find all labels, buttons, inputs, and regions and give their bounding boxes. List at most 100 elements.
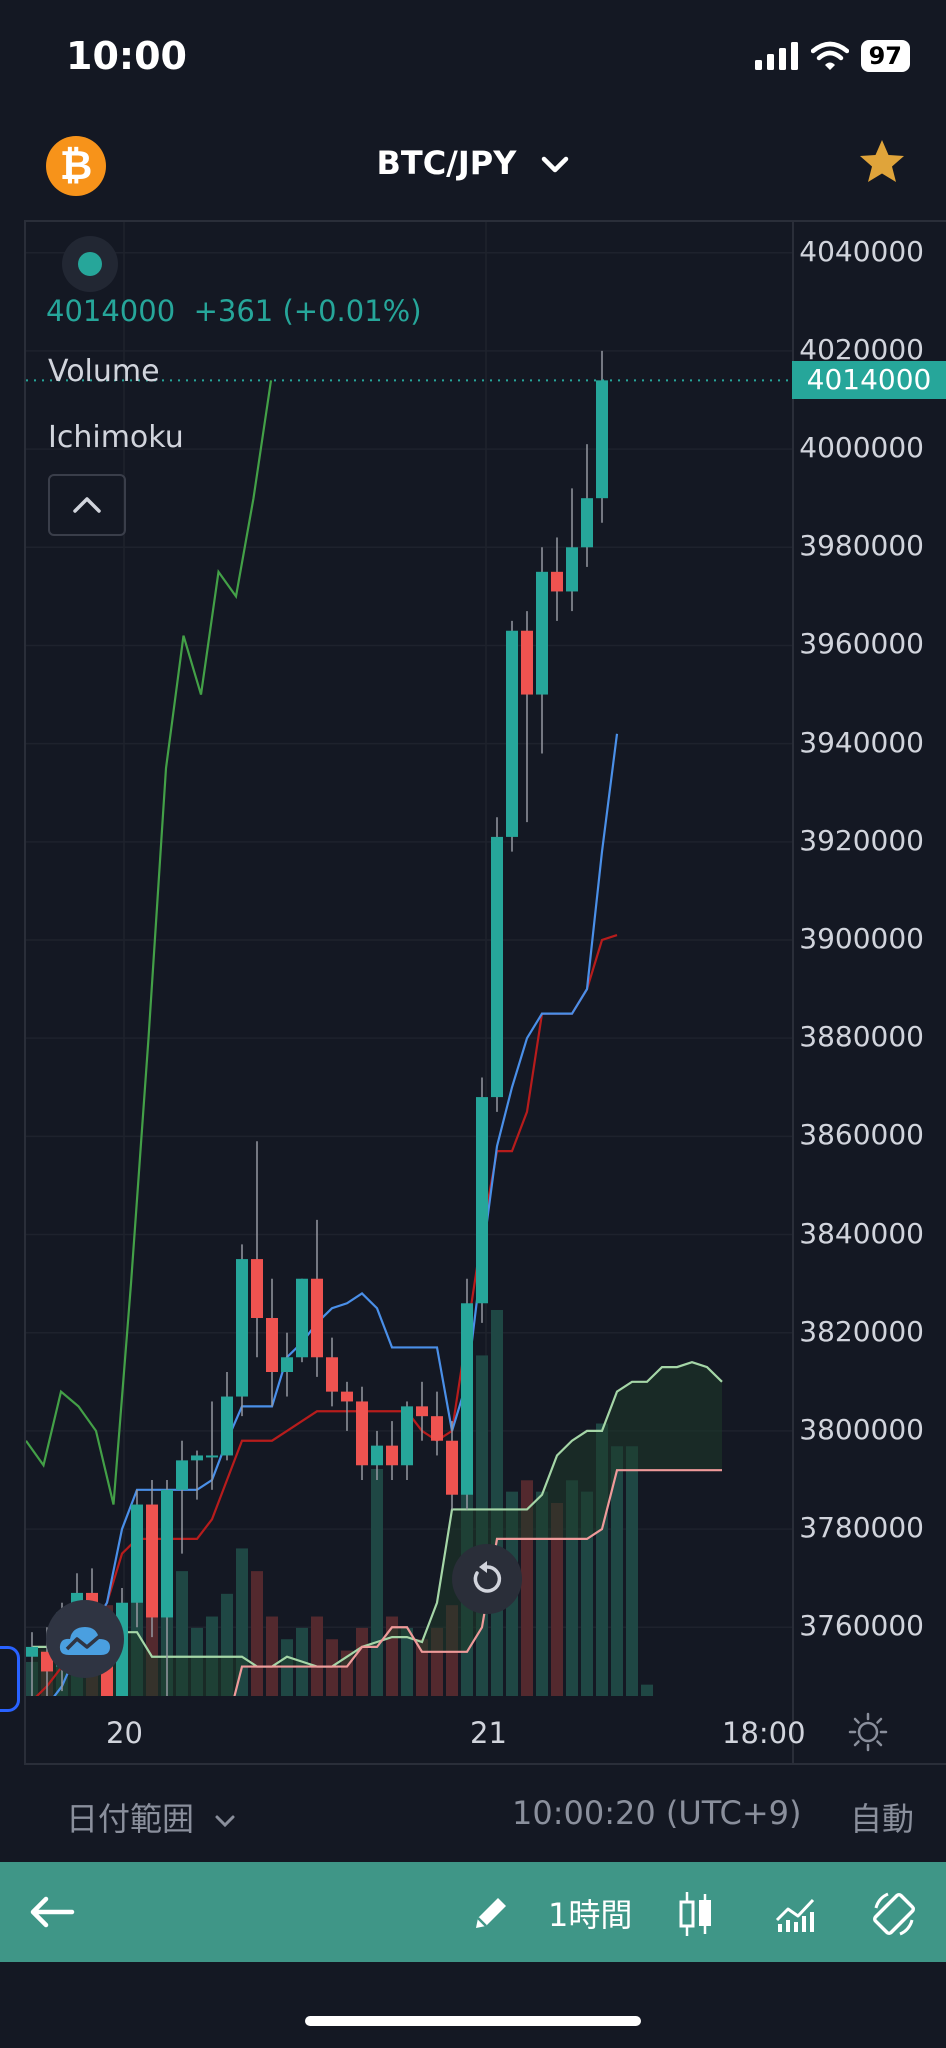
candle-body	[296, 1278, 308, 1358]
candle-body	[356, 1401, 368, 1466]
price-tick-label: 3840000	[799, 1216, 924, 1250]
reset-chart-button[interactable]	[452, 1544, 522, 1614]
arrow-left-icon[interactable]	[28, 1894, 76, 1930]
price-tick-label: 3980000	[799, 529, 924, 563]
price-tick-label: 3900000	[799, 922, 924, 955]
tenkan-line	[53, 733, 619, 1696]
candle-body	[281, 1357, 293, 1372]
volume-bar	[251, 1571, 263, 1696]
clock-timezone[interactable]: 10:00:20 (UTC+9)	[512, 1794, 802, 1832]
time-tick-label: 21	[470, 1716, 507, 1750]
chart-frame[interactable]	[24, 220, 946, 1765]
candle-body	[461, 1303, 473, 1495]
price-tick-label: 3880000	[799, 1020, 924, 1054]
drawer-handle[interactable]	[0, 1646, 20, 1712]
indicators-icon[interactable]	[774, 1892, 816, 1934]
chevron-up-icon	[73, 497, 101, 513]
cloud-icon	[59, 1627, 110, 1655]
collapse-legend-button[interactable]	[48, 474, 126, 536]
price-axis-separator	[792, 220, 794, 1765]
volume-bar	[416, 1639, 428, 1696]
price-tick-label: 3940000	[799, 725, 924, 759]
volume-bar	[611, 1446, 623, 1696]
price-tick-label: 4020000	[799, 332, 924, 366]
candle-body	[311, 1278, 323, 1358]
legend-price-change: 4014000 +361 (+0.01%)	[46, 294, 422, 328]
candle-body	[341, 1391, 353, 1402]
pencil-icon[interactable]	[470, 1892, 512, 1934]
rotate-icon[interactable]	[868, 1888, 920, 1940]
wifi-icon	[810, 41, 849, 70]
candle-body	[206, 1455, 218, 1458]
last-price-tag: 4014000	[792, 361, 946, 400]
candle-body	[266, 1318, 278, 1372]
pair-title: BTC/JPY	[376, 144, 517, 182]
date-range-label: 日付範囲	[66, 1800, 195, 1838]
candle-body	[371, 1445, 383, 1466]
price-tick-label: 3780000	[799, 1511, 924, 1545]
chevron-down-icon	[541, 156, 568, 173]
bottom-toolbar	[0, 1862, 946, 1962]
price-tick-label: 3800000	[799, 1412, 924, 1446]
candle-body	[161, 1489, 173, 1618]
gear-icon[interactable]	[848, 1712, 888, 1752]
status-icons: 97	[754, 40, 910, 72]
price-tick-label: 3920000	[799, 823, 924, 857]
volume-bar	[491, 1310, 503, 1696]
interval-selector[interactable]: 1時間	[548, 1896, 633, 1934]
battery-level: 97	[860, 40, 910, 72]
star-icon[interactable]	[856, 136, 908, 188]
price-tick-label: 4000000	[799, 431, 924, 465]
candle-body	[581, 498, 593, 548]
candle-body	[551, 571, 563, 592]
chevron-down-icon	[215, 1815, 235, 1828]
volume-bar	[581, 1491, 593, 1696]
candle-body	[176, 1460, 188, 1490]
senkou-span-b	[233, 1469, 722, 1696]
candle-body	[191, 1455, 203, 1461]
home-indicator[interactable]	[305, 2016, 641, 2026]
candle-body	[431, 1416, 443, 1441]
candle-body	[401, 1406, 413, 1466]
price-tick-label: 3860000	[799, 1118, 924, 1152]
candlestick-icon[interactable]	[678, 1890, 714, 1938]
status-time: 10:00	[66, 34, 187, 78]
price-tick-label: 3960000	[799, 627, 924, 661]
signal-icon	[754, 42, 798, 70]
volume-bar	[641, 1684, 653, 1696]
volume-bar	[626, 1446, 638, 1696]
senkou-span-a	[32, 1361, 723, 1668]
candle-body	[566, 547, 578, 592]
pair-selector[interactable]: BTC/JPY	[0, 144, 946, 182]
auto-scale-toggle[interactable]: 自動	[850, 1800, 915, 1838]
candle-body	[446, 1440, 458, 1495]
indicator-ichimoku[interactable]: Ichimoku	[48, 420, 184, 455]
candle-body	[416, 1406, 428, 1417]
candle-body	[236, 1259, 248, 1397]
candle-body	[131, 1504, 143, 1603]
candle-body	[26, 1646, 38, 1657]
candle-body	[251, 1259, 263, 1318]
candle-body	[386, 1445, 398, 1466]
price-tick-label: 3760000	[799, 1609, 924, 1643]
candle-body	[221, 1396, 233, 1456]
price-tick-label: 3820000	[799, 1314, 924, 1348]
volume-bar	[401, 1627, 413, 1696]
candle-body	[146, 1504, 158, 1618]
reset-icon	[473, 1561, 502, 1593]
chikou-line	[26, 380, 273, 1505]
indicator-volume[interactable]: Volume	[48, 354, 160, 389]
time-tick-label: 20	[106, 1716, 143, 1750]
date-range-selector[interactable]: 日付範囲	[66, 1794, 236, 1840]
bitcoin-logo[interactable]: ₿	[46, 136, 106, 196]
candle-body	[506, 630, 518, 837]
cloud-button[interactable]	[46, 1600, 124, 1678]
time-tick-label: 18:00	[722, 1716, 806, 1750]
volume-bar	[356, 1627, 368, 1696]
candle-body	[521, 630, 533, 695]
candle-body	[596, 380, 608, 499]
kijun-line	[35, 934, 618, 1696]
volume-bar	[311, 1616, 323, 1696]
volume-bar	[551, 1503, 563, 1696]
price-tick-label: 4040000	[799, 234, 924, 268]
